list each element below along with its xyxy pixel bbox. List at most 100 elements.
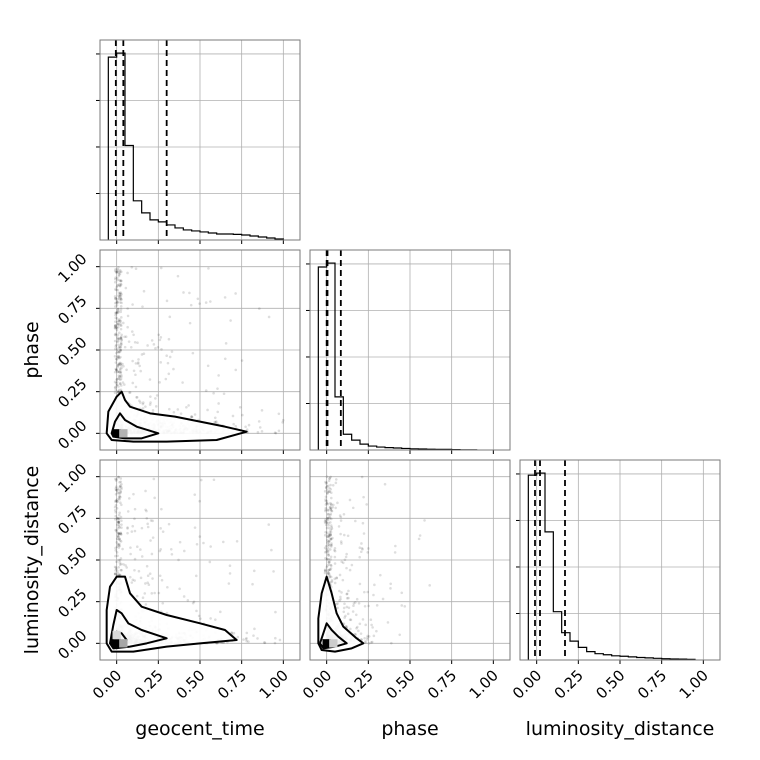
scatter-point (324, 485, 328, 489)
scatter-point (331, 505, 335, 509)
scatter-point (118, 511, 121, 515)
scatter-point (119, 296, 123, 300)
scatter-point (330, 580, 334, 584)
scatter-point (142, 289, 146, 293)
scatter-point (354, 613, 358, 617)
scatter-point (339, 519, 343, 522)
scatter-point (160, 348, 163, 351)
scatter-point (326, 490, 330, 494)
scatter-point (128, 391, 132, 394)
panel-frame (99, 249, 301, 451)
scatter-point (141, 407, 145, 410)
scatter-point (327, 572, 331, 575)
scatter-point (367, 547, 370, 550)
scatter-point (115, 288, 118, 292)
scatter-point (367, 604, 370, 608)
scatter-point (325, 558, 329, 561)
scatter-point (188, 291, 191, 295)
scatter-point (119, 343, 123, 346)
scatter-point (116, 323, 119, 326)
scatter-point (324, 498, 327, 501)
scatter-point (114, 313, 117, 317)
scatter-point (347, 589, 350, 593)
contour-0 (317, 575, 365, 653)
scatter-point (329, 532, 332, 536)
contour-1 (319, 622, 348, 650)
scatter-point (344, 624, 348, 628)
scatter-point (115, 499, 118, 502)
scatter-point (352, 602, 356, 605)
scatter-point (338, 589, 341, 593)
contour-0 (105, 575, 238, 653)
scatter-point (260, 430, 264, 433)
scatter-point (328, 490, 331, 493)
scatter-point (351, 506, 355, 510)
scatter-point (119, 370, 123, 374)
x-tick-label-1: 0.25 (551, 666, 587, 702)
scatter-point (371, 626, 374, 629)
scatter-point (130, 265, 134, 269)
scatter-point (118, 350, 122, 354)
scatter-point (118, 331, 121, 335)
scatter-point (324, 530, 327, 534)
scatter-point (144, 489, 147, 493)
y-label-luminosity-distance: luminosity_distance (21, 466, 43, 655)
density-cell-1 (329, 639, 338, 648)
scatter-point (119, 377, 123, 381)
scatter-point (176, 274, 180, 278)
scatter-point (344, 555, 348, 559)
scatter-point (141, 305, 144, 308)
scatter-point (123, 383, 126, 386)
scatter-point (122, 364, 125, 368)
scatter-point (117, 274, 121, 278)
scatter-point (119, 540, 123, 543)
scatter-point (115, 380, 119, 384)
scatter-point (119, 319, 123, 323)
scatter-point (329, 512, 333, 516)
scatter-point (135, 395, 138, 399)
scatter-point (119, 279, 123, 283)
scatter-point (339, 540, 343, 543)
scatter-point (151, 536, 155, 539)
scatter-point (114, 324, 117, 328)
scatter-point (327, 568, 331, 572)
scatter-point (417, 537, 421, 541)
scatter-point (228, 572, 232, 575)
scatter-point (274, 431, 278, 435)
scatter-point (117, 491, 121, 495)
scatter-point (357, 601, 361, 605)
scatter-point (113, 280, 117, 284)
scatter-point (119, 362, 123, 365)
scatter-point (325, 565, 329, 569)
scatter-point (119, 495, 122, 499)
scatter-point (346, 534, 350, 538)
scatter-point (324, 503, 328, 506)
scatter-point (329, 533, 332, 537)
scatter-point (328, 486, 331, 490)
scatter-point (208, 560, 212, 564)
scatter-point (119, 532, 122, 535)
scatter-point (117, 519, 121, 523)
scatter-point (118, 537, 121, 541)
scatter-point (117, 283, 121, 286)
scatter-point (323, 571, 327, 575)
scatter-point (329, 475, 332, 479)
scatter-point (224, 342, 228, 345)
scatter-point (272, 570, 275, 573)
scatter-point (325, 519, 328, 523)
scatter-point (151, 577, 154, 580)
panel-frame (309, 249, 511, 451)
scatter-point (119, 342, 123, 346)
scatter-point (116, 301, 119, 304)
scatter-point (332, 503, 335, 507)
scatter-point (324, 544, 328, 548)
scatter-point (152, 477, 156, 481)
scatter-point (116, 531, 120, 535)
scatter-point (120, 292, 123, 296)
scatter-point (117, 573, 121, 577)
scatter-point (115, 299, 119, 303)
scatter-point (336, 602, 339, 605)
scatter-point (325, 531, 329, 535)
scatter-point (327, 543, 330, 546)
scatter-point (373, 583, 376, 587)
